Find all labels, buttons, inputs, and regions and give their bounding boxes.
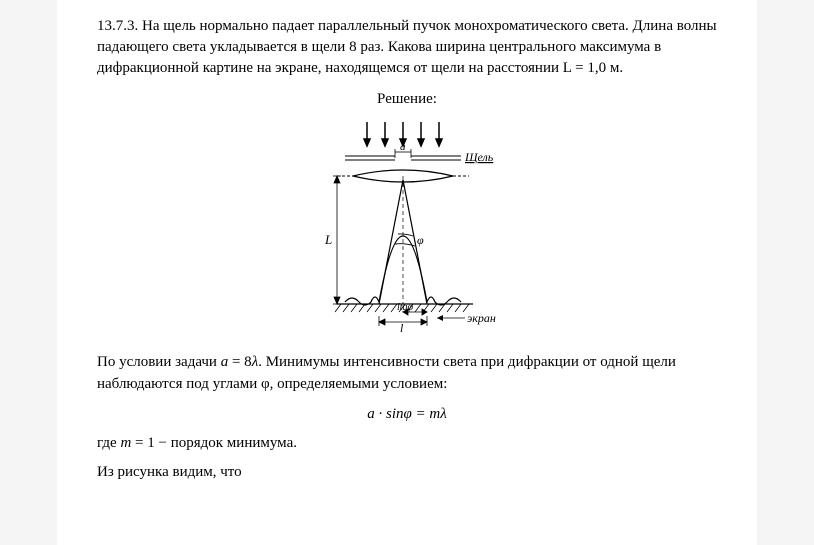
label-screen: экран — [467, 311, 496, 325]
problem-number: 13.7.3. — [97, 18, 138, 34]
diagram-container: a Щель L φ — [97, 116, 717, 336]
document-page: 13.7.3. На щель нормально падает паралле… — [57, 0, 757, 545]
formula-minimum: a · sinφ = mλ — [97, 406, 717, 423]
label-slit: Щель — [464, 150, 494, 164]
problem-body: На щель нормально падает параллельный пу… — [97, 18, 717, 76]
label-ltg: ltgφ — [397, 302, 414, 313]
label-a: a — [400, 141, 406, 153]
label-l: l — [400, 321, 404, 335]
from-figure-text: Из рисунка видим, что — [97, 462, 717, 484]
label-phi: φ — [417, 233, 424, 247]
label-L: L — [324, 232, 332, 247]
diffraction-diagram: a Щель L φ — [297, 116, 517, 336]
solution-heading: Решение: — [97, 91, 717, 108]
condition-text: По условии задачи a = 8λ. Минимумы интен… — [97, 352, 717, 396]
where-text: где m = 1 − порядок минимума. — [97, 433, 717, 455]
problem-statement: 13.7.3. На щель нормально падает паралле… — [97, 16, 717, 79]
